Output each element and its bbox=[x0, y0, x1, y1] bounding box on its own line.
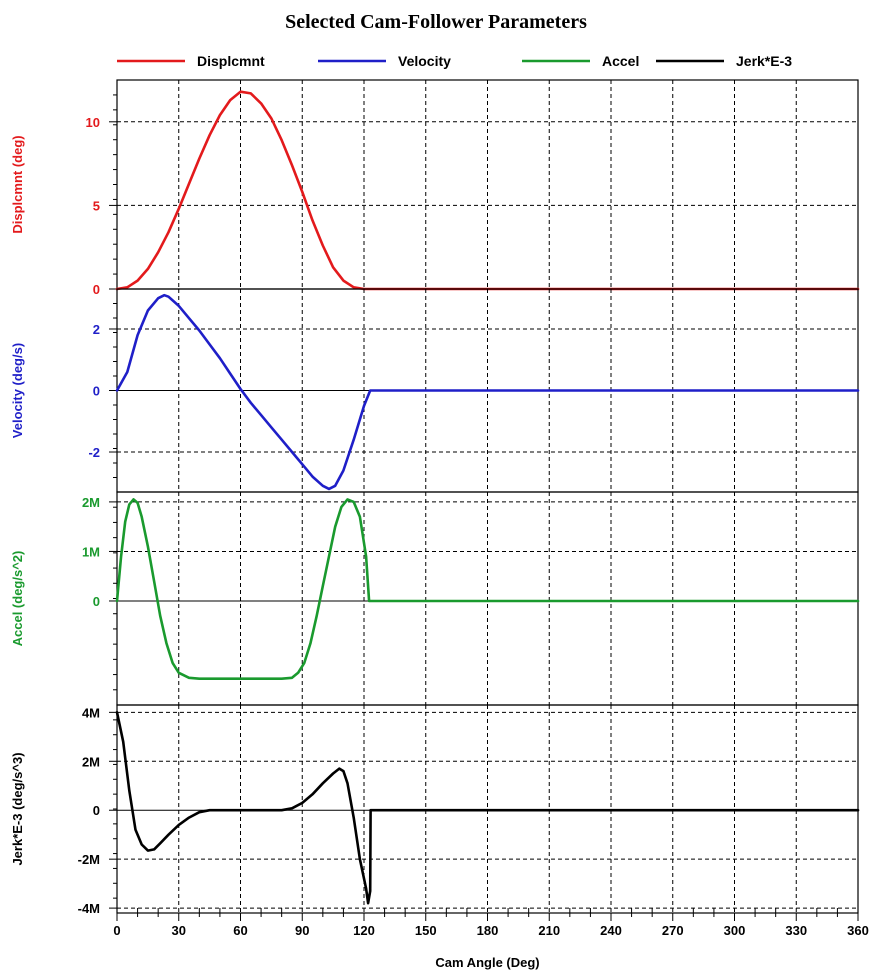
ylabel-0: Displcmnt (deg) bbox=[10, 135, 25, 233]
legend-label-3: Jerk*E-3 bbox=[736, 53, 792, 69]
xtick-label-12: 360 bbox=[847, 923, 869, 938]
xtick-label-2: 60 bbox=[233, 923, 247, 938]
ylabel-2: Accel (deg/s^2) bbox=[10, 551, 25, 647]
ytick-label-3-0: -4M bbox=[78, 901, 100, 916]
xtick-label-6: 180 bbox=[477, 923, 499, 938]
legend-label-0: Displcmnt bbox=[197, 53, 265, 69]
xtick-label-11: 330 bbox=[785, 923, 807, 938]
series-line-1 bbox=[115, 293, 860, 491]
series-line-0 bbox=[115, 90, 860, 291]
ytick-label-2-2: 2M bbox=[82, 495, 100, 510]
chart-title: Selected Cam-Follower Parameters bbox=[285, 11, 587, 33]
series-line-3 bbox=[115, 711, 860, 905]
ytick-label-3-1: -2M bbox=[78, 852, 100, 867]
ylabel-3: Jerk*E-3 (deg/s^3) bbox=[10, 752, 25, 865]
ytick-label-3-3: 2M bbox=[82, 754, 100, 769]
xlabel: Cam Angle (Deg) bbox=[435, 955, 539, 970]
xtick-label-3: 90 bbox=[295, 923, 309, 938]
xtick-label-7: 210 bbox=[538, 923, 560, 938]
ytick-label-1-0: -2 bbox=[88, 445, 100, 460]
xtick-label-1: 30 bbox=[172, 923, 186, 938]
xtick-label-8: 240 bbox=[600, 923, 622, 938]
ytick-label-0-0: 0 bbox=[93, 282, 100, 297]
xtick-label-10: 300 bbox=[724, 923, 746, 938]
xtick-label-5: 150 bbox=[415, 923, 437, 938]
ylabel-1: Velocity (deg/s) bbox=[10, 343, 25, 438]
ytick-label-3-2: 0 bbox=[93, 803, 100, 818]
xtick-label-4: 120 bbox=[353, 923, 375, 938]
xtick-label-0: 0 bbox=[113, 923, 120, 938]
ytick-label-1-1: 0 bbox=[93, 384, 100, 399]
ytick-label-2-0: 0 bbox=[93, 594, 100, 609]
ytick-label-0-2: 10 bbox=[86, 115, 100, 130]
ytick-label-3-4: 4M bbox=[82, 705, 100, 720]
ytick-label-2-1: 1M bbox=[82, 544, 100, 559]
series-line-2 bbox=[115, 498, 860, 680]
xtick-label-9: 270 bbox=[662, 923, 684, 938]
legend-label-2: Accel bbox=[602, 53, 639, 69]
ytick-label-0-1: 5 bbox=[93, 198, 100, 213]
ytick-label-1-2: 2 bbox=[93, 322, 100, 337]
legend-label-1: Velocity bbox=[398, 53, 451, 69]
